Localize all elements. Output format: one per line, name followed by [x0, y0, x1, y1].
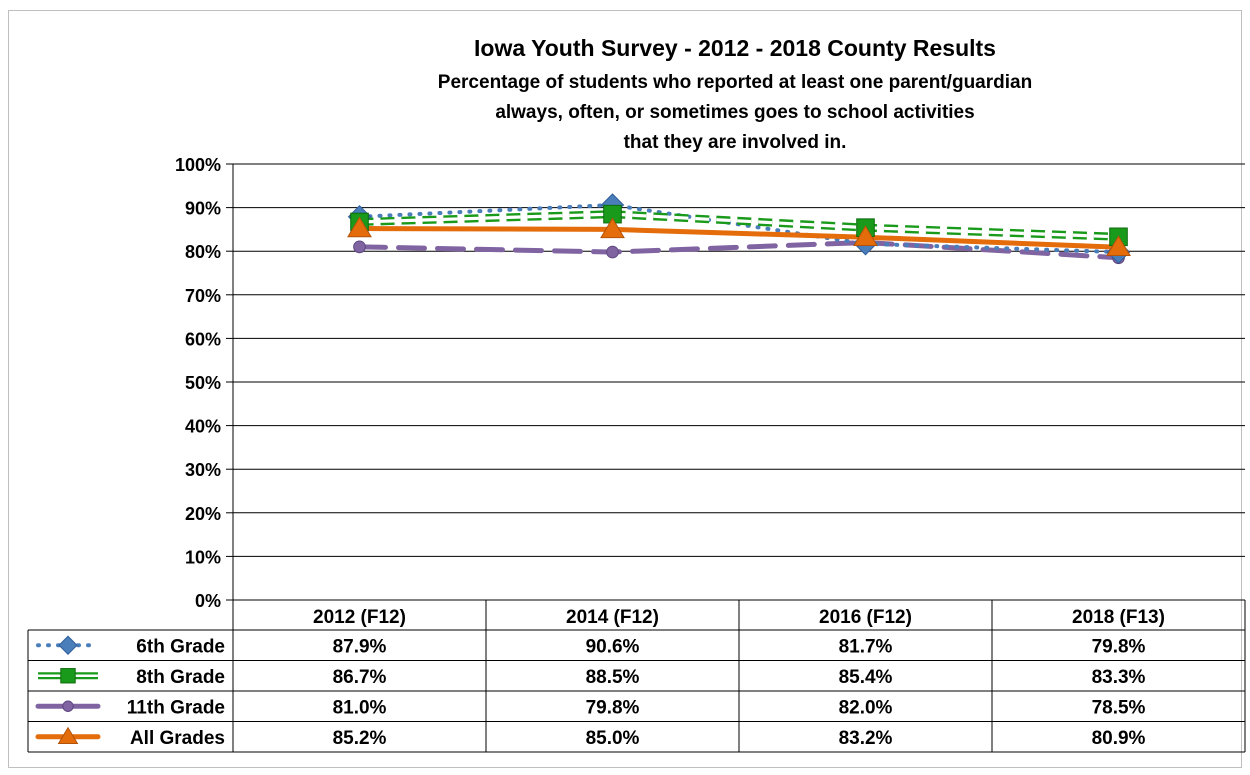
data-label: 85.0%	[586, 728, 640, 749]
data-table: 2012 (F12) 2014 (F12) 2016 (F12) 2018 (F13)…	[27, 599, 1246, 753]
data-label: 79.8%	[586, 697, 640, 718]
legend-label: 8th Grade	[136, 667, 225, 688]
data-label: 86.7%	[333, 667, 387, 688]
legend-label: 6th Grade	[136, 636, 225, 657]
y-tick-label: 100%	[175, 155, 221, 175]
chart-subtitle-line-1: Percentage of students who reported at l…	[438, 72, 1032, 93]
chart-frame	[8, 10, 1242, 768]
x-category-label: 2012 (F12)	[313, 607, 406, 628]
data-label: 83.2%	[839, 728, 893, 749]
legend-key-marker	[58, 635, 78, 655]
data-point	[853, 225, 878, 246]
chart-subtitle-line-2: always, often, or sometimes goes to scho…	[495, 102, 974, 123]
series-line-2-inner	[359, 212, 1119, 239]
legend-label: All Grades	[130, 728, 225, 749]
data-point	[600, 217, 625, 239]
data-label: 87.9%	[333, 636, 387, 657]
gridlines: 0% 10% 20% 30% 40% 50% 60% 70% 80% 90% 100%	[175, 155, 1245, 611]
y-tick-label: 80%	[185, 242, 221, 262]
y-tick-label: 50%	[185, 373, 221, 393]
y-tick-label: 0%	[195, 591, 221, 611]
legend-key-marker	[60, 668, 76, 684]
data-label: 90.6%	[586, 636, 640, 657]
data-label: 81.0%	[333, 697, 387, 718]
series-line-3	[357, 239, 1121, 261]
data-label: 88.5%	[586, 667, 640, 688]
data-label: 85.2%	[333, 728, 387, 749]
data-label: 79.8%	[1092, 636, 1146, 657]
data-point	[353, 240, 366, 254]
data-label: 85.4%	[839, 667, 893, 688]
data-label: 82.0%	[839, 697, 893, 718]
series-markers	[347, 193, 1131, 265]
data-point	[347, 216, 372, 238]
y-tick-label: 60%	[185, 329, 221, 349]
chart-title: Iowa Youth Survey - 2012 - 2018 County R…	[474, 35, 996, 61]
x-category-label: 2014 (F12)	[566, 607, 659, 628]
y-tick-label: 40%	[185, 417, 221, 437]
y-tick-label: 90%	[185, 199, 221, 219]
y-tick-label: 10%	[185, 547, 221, 567]
y-tick-label: 70%	[185, 286, 221, 306]
data-label: 83.3%	[1092, 667, 1146, 688]
series-line-4	[357, 226, 1121, 250]
data-label: 81.7%	[839, 636, 893, 657]
x-category-label: 2018 (F13)	[1072, 607, 1165, 628]
legend-key-marker	[57, 726, 79, 744]
data-point	[606, 245, 619, 259]
data-label: 80.9%	[1092, 728, 1146, 749]
series-lines	[357, 202, 1121, 261]
chart-subtitle-line-3: that they are involved in.	[624, 132, 847, 153]
y-tick-label: 20%	[185, 504, 221, 524]
legend-label: 11th Grade	[127, 697, 225, 718]
legend-key-marker	[62, 700, 74, 712]
x-category-label: 2016 (F12)	[819, 607, 912, 628]
data-label: 78.5%	[1092, 697, 1146, 718]
data-point	[1106, 235, 1131, 257]
y-tick-label: 30%	[185, 460, 221, 480]
